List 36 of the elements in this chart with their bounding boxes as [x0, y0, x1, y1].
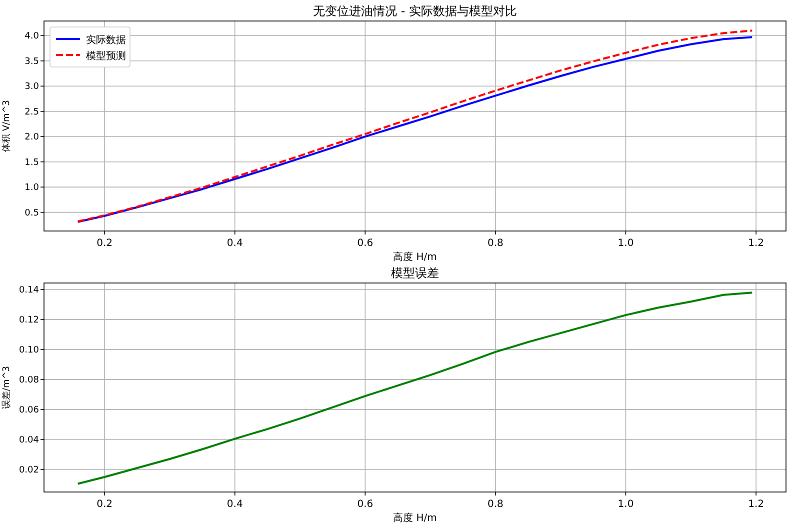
x-tick-label: 0.2	[96, 499, 113, 510]
y-tick-label: 0.08	[18, 376, 40, 386]
y-tick-label: 0.5	[24, 208, 39, 218]
line-series	[76, 292, 754, 485]
y-axis-title: 体积 V/m^3	[1, 100, 12, 152]
y-tick-label: 0.14	[18, 286, 40, 296]
x-axis-title: 高度 H/m	[393, 251, 437, 263]
x-tick-label: 0.4	[226, 499, 243, 510]
x-tick-label: 0.2	[96, 238, 113, 249]
x-tick-label: 0.6	[357, 499, 374, 510]
chart-title: 模型误差	[391, 266, 439, 280]
x-tick-label: 1.2	[748, 238, 764, 249]
x-tick-label: 1.2	[748, 499, 764, 510]
y-tick-label: 0.12	[18, 316, 39, 326]
y-tick-label: 0.02	[18, 466, 39, 476]
y-tick-label: 3.0	[24, 82, 40, 92]
chart-title: 无变位进油情况 - 实际数据与模型对比	[313, 4, 517, 18]
y-tick-label: 3.5	[24, 56, 39, 67]
y-tick-label: 0.06	[18, 406, 40, 416]
x-tick-label: 1.0	[618, 499, 634, 510]
x-tick-label: 1.0	[618, 238, 634, 249]
x-tick-label: 0.4	[226, 238, 243, 249]
x-tick-label: 0.8	[488, 499, 504, 510]
y-tick-label: 4.0	[24, 32, 40, 42]
y-tick-label: 2.5	[24, 107, 39, 118]
y-tick-label: 0.10	[18, 346, 40, 356]
x-tick-label: 0.6	[357, 238, 374, 249]
y-axis-title: 误差/m^3	[1, 366, 12, 410]
legend-label: 实际数据	[86, 34, 126, 46]
y-tick-label: 2.0	[24, 132, 40, 143]
y-tick-label: 0.04	[18, 436, 40, 446]
y-tick-label: 1.5	[24, 158, 39, 168]
y-tick-label: 1.0	[24, 183, 40, 194]
x-axis-title: 高度 H/m	[393, 512, 437, 524]
legend-label: 模型预测	[86, 50, 126, 62]
x-tick-label: 0.8	[488, 238, 504, 249]
